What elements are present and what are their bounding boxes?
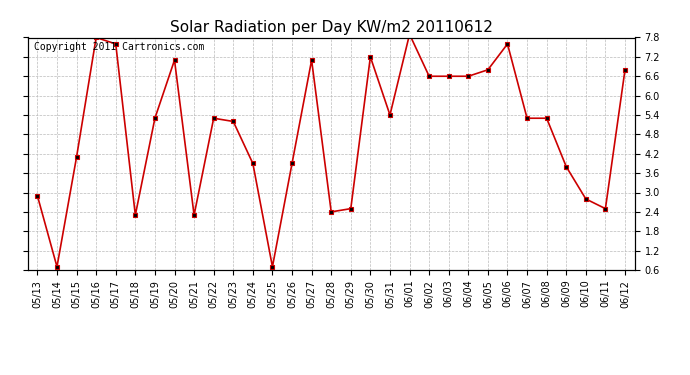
- Title: Solar Radiation per Day KW/m2 20110612: Solar Radiation per Day KW/m2 20110612: [170, 20, 493, 35]
- Text: Copyright 2011 Cartronics.com: Copyright 2011 Cartronics.com: [34, 42, 204, 52]
